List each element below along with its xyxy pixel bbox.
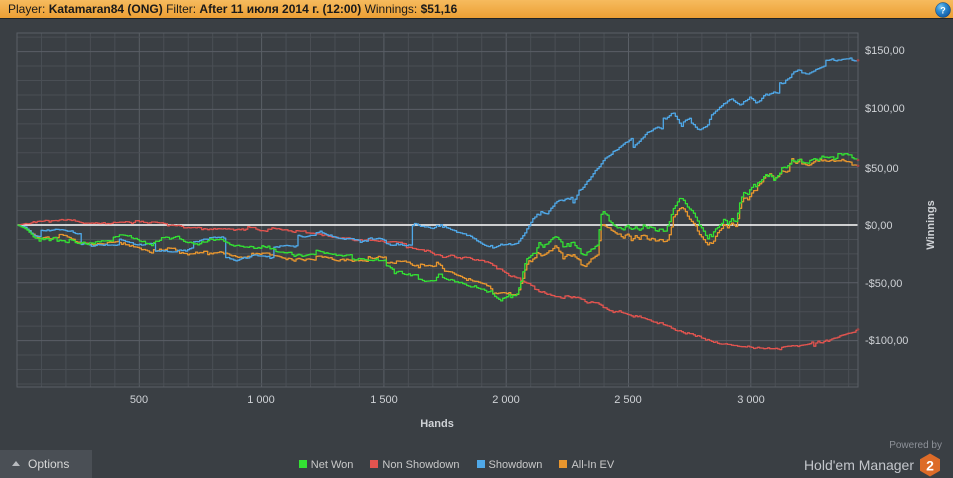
svg-text:500: 500 [130,394,148,406]
svg-text:$150,00: $150,00 [865,45,905,57]
svg-text:2: 2 [926,458,934,474]
svg-text:Winnings: Winnings [925,200,937,249]
svg-text:2 000: 2 000 [492,394,520,406]
svg-text:-$50,00: -$50,00 [865,278,902,290]
svg-text:Hands: Hands [420,418,454,430]
svg-text:3 000: 3 000 [737,394,765,406]
svg-text:1 500: 1 500 [370,394,398,406]
svg-text:$50,00: $50,00 [865,163,899,175]
svg-text:$100,00: $100,00 [865,103,905,115]
svg-text:$0,00: $0,00 [865,220,893,232]
svg-text:-$100,00: -$100,00 [865,335,908,347]
svg-text:1 000: 1 000 [247,394,275,406]
svg-text:2 500: 2 500 [614,394,642,406]
